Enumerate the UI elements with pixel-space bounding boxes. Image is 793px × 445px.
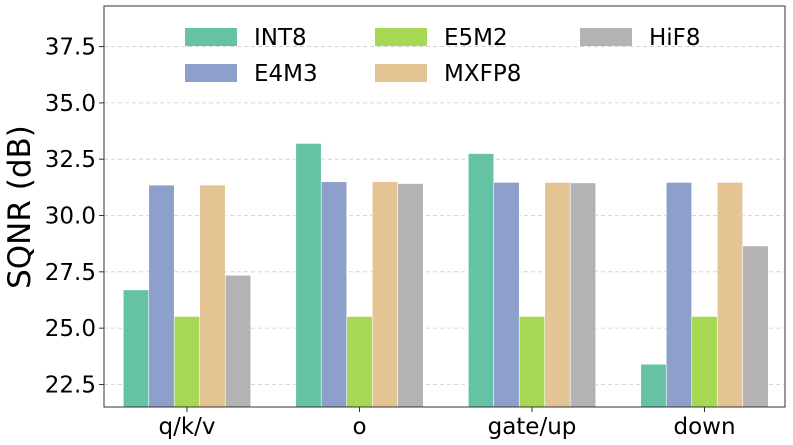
legend-item-mxfp8: MXFP8 [375,61,521,87]
x-tick-label: o [352,414,366,440]
bar-e5m2-q-k-v [173,316,201,408]
legend-swatch [185,64,237,82]
legend-label: INT8 [254,25,307,51]
bar-hif8-down [742,245,769,408]
bar-int8-gate-up [467,153,495,408]
legend-item-e4m3: E4M3 [185,61,318,87]
legend-swatch [375,64,427,82]
bar-hif8-gate-up [569,182,597,408]
bar-mxfp8-o [371,181,399,408]
bar-e4m3-o [320,181,348,408]
y-axis-label: SQNR (dB) [2,125,38,289]
bar-int8-down [640,363,667,408]
bar-hif8-q-k-v [224,274,252,408]
bar-e4m3-gate-up [493,182,520,408]
y-tick-label: 37.5 [45,35,96,61]
legend-swatch [375,28,427,46]
bar-int8-q-k-v [122,289,150,408]
bar-int8-o [295,143,322,408]
legend-label: E5M2 [444,25,508,51]
y-tick-label: 32.5 [45,147,96,173]
bar-mxfp8-gate-up [544,182,571,408]
legend-label: HiF8 [649,25,701,51]
bar-e5m2-down [691,316,718,408]
x-tick-label: gate/up [488,414,577,440]
legend-swatch [580,28,632,46]
bar-e4m3-q-k-v [148,184,175,408]
y-tick-label: 27.5 [45,260,96,286]
bar-e5m2-gate-up [518,316,546,408]
y-axis: 22.5 25.0 27.5 30.0 32.5 35.0 37.5 [45,35,104,398]
plot-frame [103,5,786,408]
y-tick-label: 35.0 [45,91,96,117]
bar-e5m2-o [346,316,373,408]
x-tick-label: down [673,414,735,440]
bar-mxfp8-q-k-v [199,184,226,408]
bars-layer [122,143,769,408]
legend-item-e5m2: E5M2 [375,25,508,51]
legend: INT8 E5M2 HiF8 E4M3 MXFP8 [185,25,701,87]
legend-item-hif8: HiF8 [580,25,701,51]
x-axis: q/k/v o gate/up down [158,407,736,440]
legend-swatch [185,28,237,46]
y-tick-label: 30.0 [45,204,96,230]
legend-label: MXFP8 [444,61,521,87]
x-tick-label: q/k/v [158,414,215,440]
bar-e4m3-down [665,182,693,408]
y-tick-label: 25.0 [45,316,96,342]
legend-label: E4M3 [254,61,318,87]
bar-hif8-o [397,183,424,408]
legend-item-int8: INT8 [185,25,307,51]
y-tick-label: 22.5 [45,372,96,398]
bar-mxfp8-down [716,182,744,408]
